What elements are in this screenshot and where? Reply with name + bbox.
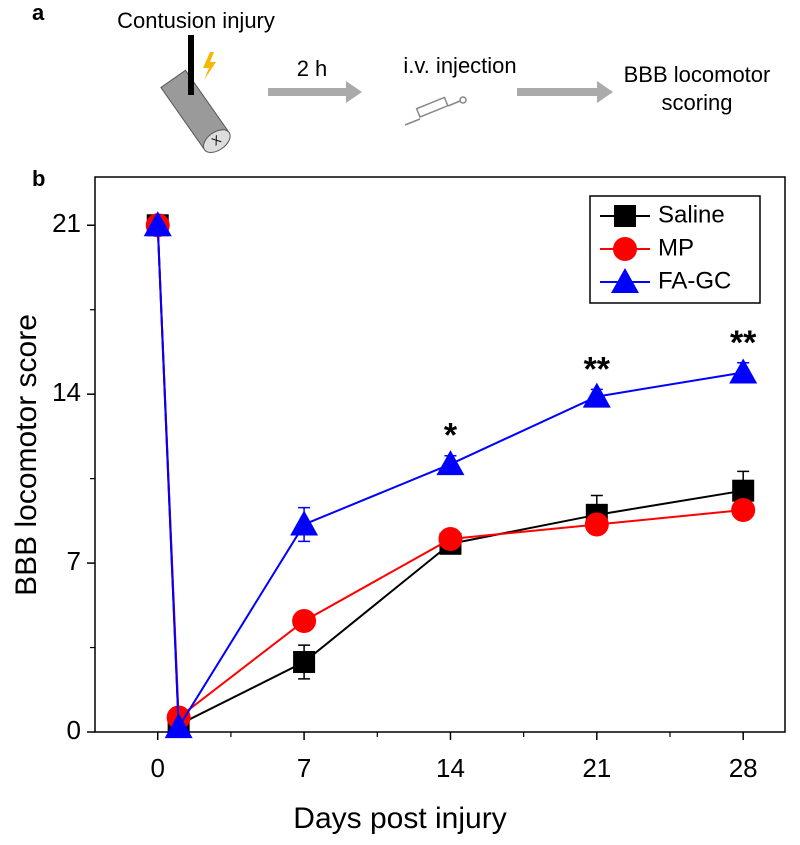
x-axis-label: Days post injury	[293, 802, 506, 835]
x-tick-label: 21	[582, 753, 611, 783]
legend-marker	[611, 268, 639, 293]
marker	[729, 358, 758, 384]
x-tick-label: 14	[436, 753, 465, 783]
arrow	[517, 81, 613, 103]
x-tick-label: 7	[297, 753, 311, 783]
arrow	[268, 81, 362, 103]
step-text: BBB locomotor	[624, 62, 771, 87]
legend-label: FA-GC	[658, 267, 731, 294]
y-tick-label: 21	[52, 208, 81, 238]
plot-frame	[94, 176, 786, 733]
panel-label: b	[32, 166, 45, 191]
lightning-icon	[203, 52, 216, 80]
step-text: scoring	[662, 90, 733, 115]
x-tick-label: 0	[150, 753, 164, 783]
y-tick-label: 7	[67, 546, 81, 576]
marker	[732, 479, 755, 502]
marker	[436, 450, 465, 476]
legend-marker	[613, 237, 637, 261]
significance-label: **	[584, 350, 611, 388]
legend-label: MP	[658, 234, 694, 261]
y-axis-label: BBB locomotor score	[10, 314, 43, 596]
series	[143, 211, 758, 739]
panel-label: a	[32, 0, 45, 25]
marker	[292, 609, 317, 633]
impactor-icon	[188, 35, 194, 95]
significance-label: **	[730, 324, 757, 362]
legend-label: Saline	[658, 201, 725, 228]
x-tick-label: 28	[729, 753, 758, 783]
step-text: i.v. injection	[403, 53, 516, 78]
marker	[143, 211, 172, 237]
significance-label: *	[444, 417, 458, 455]
y-tick-label: 0	[67, 715, 81, 745]
spinal-cord-icon: X	[160, 69, 231, 153]
y-tick-label: 14	[52, 377, 81, 407]
marker	[293, 651, 316, 674]
panel-a: a Contusion injury X 2 h i.v. injection …	[32, 0, 771, 153]
step-text: Contusion injury	[117, 8, 275, 33]
marker	[582, 382, 611, 408]
marker	[290, 510, 319, 536]
series-line	[156, 225, 744, 731]
step-text: 2 h	[297, 56, 328, 81]
legend-marker	[614, 205, 636, 227]
marker	[731, 498, 756, 522]
marker	[164, 713, 193, 739]
syringe-icon	[404, 96, 467, 126]
marker	[584, 512, 609, 537]
marker	[438, 526, 463, 551]
